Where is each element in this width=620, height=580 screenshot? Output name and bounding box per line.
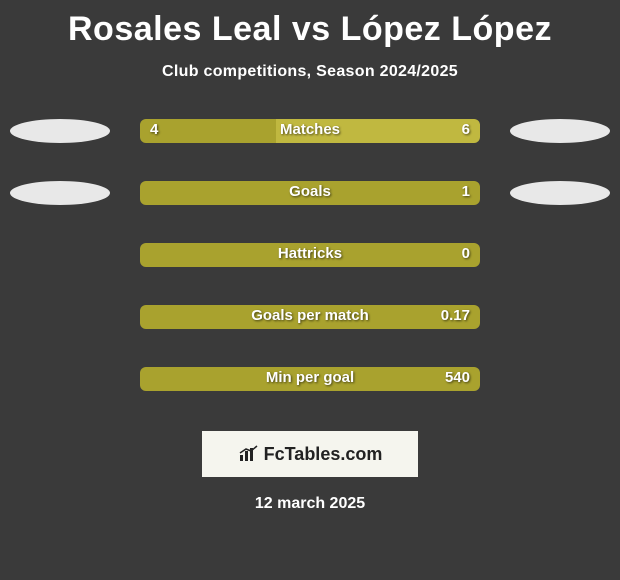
stat-bar: Hattricks0 bbox=[140, 243, 480, 267]
stat-row: Hattricks0 bbox=[0, 243, 620, 289]
player-right-badge bbox=[510, 181, 610, 205]
stat-bar: Min per goal540 bbox=[140, 367, 480, 391]
stat-bar-left bbox=[140, 367, 480, 391]
stat-bar: Goals1 bbox=[140, 181, 480, 205]
stat-row: Goals per match0.17 bbox=[0, 305, 620, 351]
stat-row: Min per goal540 bbox=[0, 367, 620, 413]
stat-bar-left bbox=[140, 243, 480, 267]
stat-bar-left bbox=[140, 305, 480, 329]
stat-row: Matches46 bbox=[0, 119, 620, 165]
stat-bar: Goals per match0.17 bbox=[140, 305, 480, 329]
logo: FcTables.com bbox=[238, 444, 383, 465]
subtitle: Club competitions, Season 2024/2025 bbox=[0, 63, 620, 81]
player-right-badge bbox=[510, 119, 610, 143]
stat-bar-right bbox=[276, 119, 480, 143]
page-title: Rosales Leal vs López López bbox=[0, 0, 620, 49]
logo-box[interactable]: FcTables.com bbox=[202, 431, 418, 477]
stat-bar-left bbox=[140, 181, 480, 205]
stat-row: Goals1 bbox=[0, 181, 620, 227]
player-left-badge bbox=[10, 181, 110, 205]
stat-bar-left bbox=[140, 119, 276, 143]
stats-container: Matches46 Goals1 Hattricks0 Goals per match… bbox=[0, 119, 620, 413]
player-left-badge bbox=[10, 119, 110, 143]
date: 12 march 2025 bbox=[0, 495, 620, 513]
stat-bar: Matches46 bbox=[140, 119, 480, 143]
logo-text: FcTables.com bbox=[264, 444, 383, 465]
chart-icon bbox=[238, 445, 260, 463]
